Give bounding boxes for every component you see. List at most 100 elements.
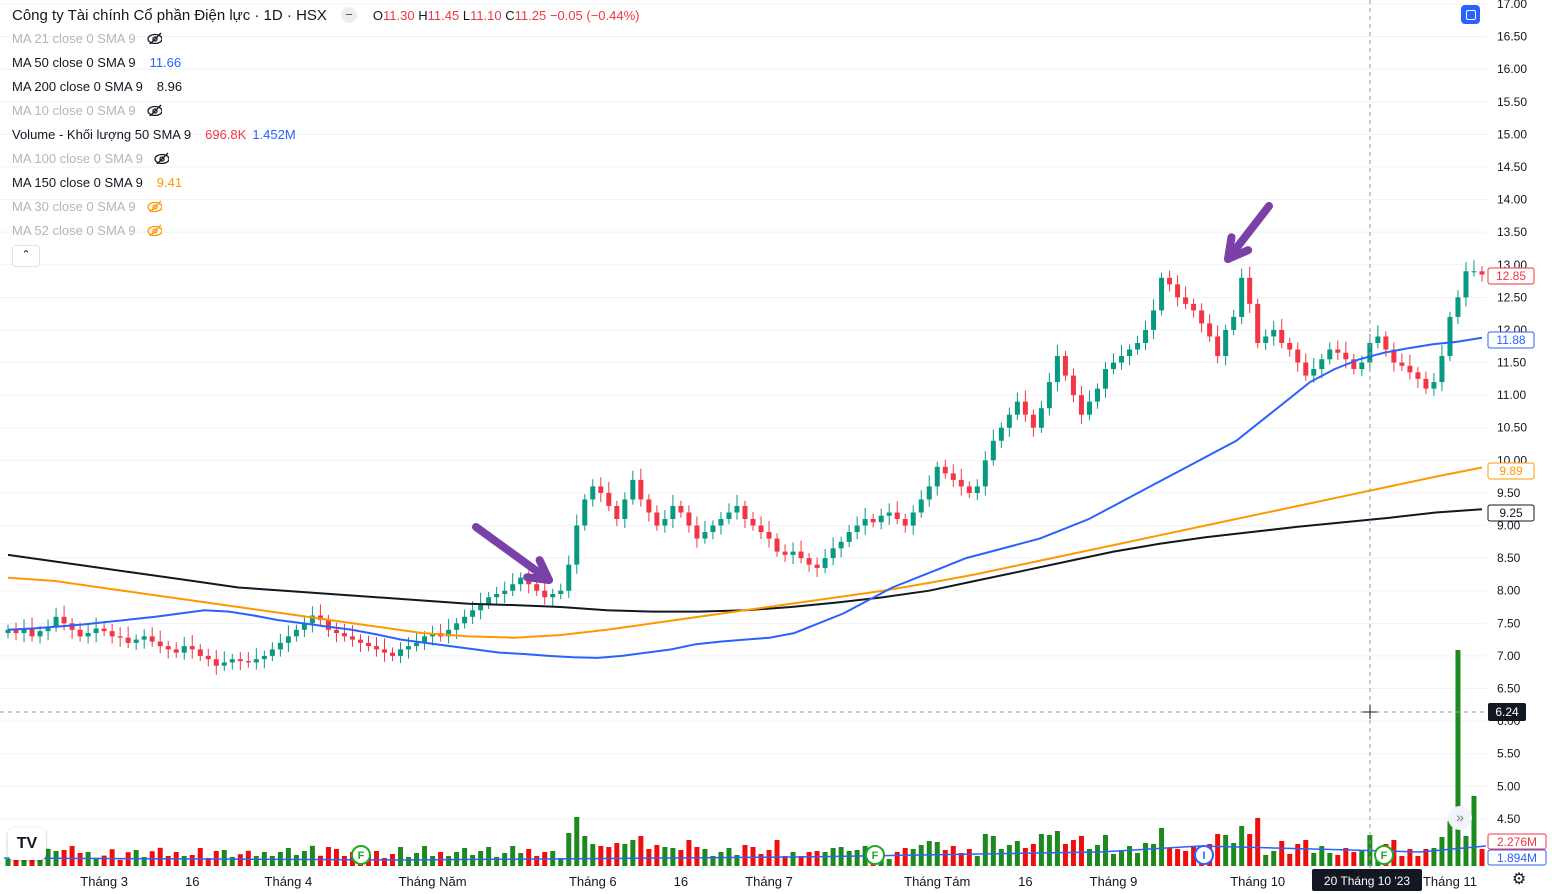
annotation-arrows (472, 202, 1273, 584)
price-badge-label: 9.25 (1499, 506, 1523, 520)
candle-body (718, 519, 724, 526)
candle-body (181, 646, 187, 653)
candle-body (462, 616, 468, 624)
candle-body (325, 620, 331, 630)
crosshair: 6.24 20 Tháng 10 '23 (0, 0, 1526, 891)
candle-body (5, 629, 11, 634)
candle-body (878, 515, 884, 523)
price-tick-label: 5.00 (1497, 779, 1521, 793)
volume-bar (1311, 853, 1317, 866)
volume-bar (926, 841, 932, 866)
candle-body (414, 642, 420, 647)
candle-body (398, 649, 404, 656)
event-marker-label: F (358, 850, 365, 862)
volume-bar (189, 855, 195, 866)
scroll-to-realtime-icon[interactable]: » (1448, 806, 1472, 830)
volume-bar (758, 854, 764, 866)
candle-body (109, 631, 115, 637)
candle-body (221, 662, 227, 666)
candle-body (710, 525, 716, 533)
legend-row[interactable]: MA 150 close 0 SMA 9 9.41 (12, 170, 639, 194)
candle-body (1231, 316, 1237, 330)
collapse-title-icon[interactable]: − (340, 7, 357, 23)
volume-bar (1255, 818, 1261, 866)
candle-body (838, 541, 844, 549)
eye-hidden-icon[interactable] (146, 224, 162, 236)
event-marker-label: I (1202, 850, 1205, 862)
volume-bar (1086, 849, 1092, 866)
object-tree-icon[interactable] (1461, 5, 1480, 24)
time-tick-label: Tháng 3 (80, 874, 128, 889)
legend-row[interactable]: MA 100 close 0 SMA 9 (12, 146, 639, 170)
volume-bar (237, 854, 243, 866)
volume-bar (558, 858, 564, 866)
volume-bar (1263, 855, 1269, 866)
volume-bar (734, 855, 740, 866)
candle-body (1046, 382, 1052, 409)
candle-body (189, 646, 195, 650)
candle-body (726, 512, 732, 520)
volume-bar (1231, 843, 1237, 866)
earnings-marker-icon (1194, 845, 1214, 865)
volume-bar (958, 853, 964, 866)
candle-body (478, 603, 484, 611)
volume-bar (710, 856, 716, 866)
legend-value: 8.96 (156, 78, 183, 94)
legend-row[interactable]: MA 30 close 0 SMA 9 (12, 194, 639, 218)
purple-arrow-head (1224, 233, 1253, 263)
candle-body (37, 631, 43, 637)
candle-body (686, 512, 692, 526)
candle-body (830, 548, 836, 559)
dividend-marker-icon (351, 845, 371, 865)
candle-body (1167, 277, 1173, 285)
eye-hidden-icon[interactable] (146, 200, 162, 212)
volume-bar (814, 851, 820, 866)
volume-bar (1094, 845, 1100, 866)
legend-row[interactable]: MA 200 close 0 SMA 9 8.96 (12, 74, 639, 98)
candle-body (1086, 401, 1092, 415)
candle-body (341, 633, 347, 637)
candle-body (1455, 297, 1461, 317)
collapse-legend-button[interactable]: ⌃ (12, 245, 40, 267)
volume-bar (197, 848, 203, 866)
legend-row[interactable]: Volume - Khối lượng 50 SMA 9 696.8K 1.452M (12, 122, 639, 146)
volume-bar (13, 855, 19, 866)
volume-bar (1175, 849, 1181, 866)
legend-row[interactable]: MA 21 close 0 SMA 9 (12, 26, 639, 50)
legend-label: MA 52 close 0 SMA 9 (12, 222, 136, 238)
volume-bar (1239, 826, 1245, 866)
legend-row[interactable]: MA 10 close 0 SMA 9 (12, 98, 639, 122)
volume-badge-label: 2.276M (1497, 835, 1537, 849)
volume-bar (1439, 837, 1445, 866)
legend-value: 11.66 (149, 54, 182, 70)
candle-body (1183, 297, 1189, 304)
candle-body (173, 649, 179, 653)
candle-body (646, 499, 652, 513)
volume-badge (1487, 833, 1547, 850)
volume-bar (686, 840, 692, 866)
candle-body (1247, 277, 1253, 304)
candle-body (934, 466, 940, 487)
volume-bar (269, 856, 275, 866)
candle-body (1287, 342, 1293, 350)
price-tick-label: 7.00 (1497, 649, 1521, 663)
candle-body (149, 636, 155, 642)
volume-bar (1391, 840, 1397, 866)
purple-arrow-line (472, 523, 553, 584)
ma150-line (7, 466, 1483, 639)
eye-hidden-icon[interactable] (146, 32, 162, 44)
volume-bar (590, 844, 596, 866)
tradingview-logo-icon[interactable]: TV (8, 828, 46, 860)
eye-hidden-icon[interactable] (146, 104, 162, 116)
eye-hidden-icon[interactable] (153, 152, 169, 164)
legend-row[interactable]: MA 52 close 0 SMA 9 (12, 218, 639, 242)
legend-label: MA 200 close 0 SMA 9 (12, 78, 143, 94)
volume-bar (1006, 845, 1012, 866)
candle-body (1022, 401, 1028, 415)
legend-row[interactable]: MA 50 close 0 SMA 9 11.66 (12, 50, 639, 74)
settings-gear-icon[interactable]: ⚙ (1511, 871, 1527, 888)
volume-bar (974, 856, 980, 866)
volume-bar (1287, 854, 1293, 866)
